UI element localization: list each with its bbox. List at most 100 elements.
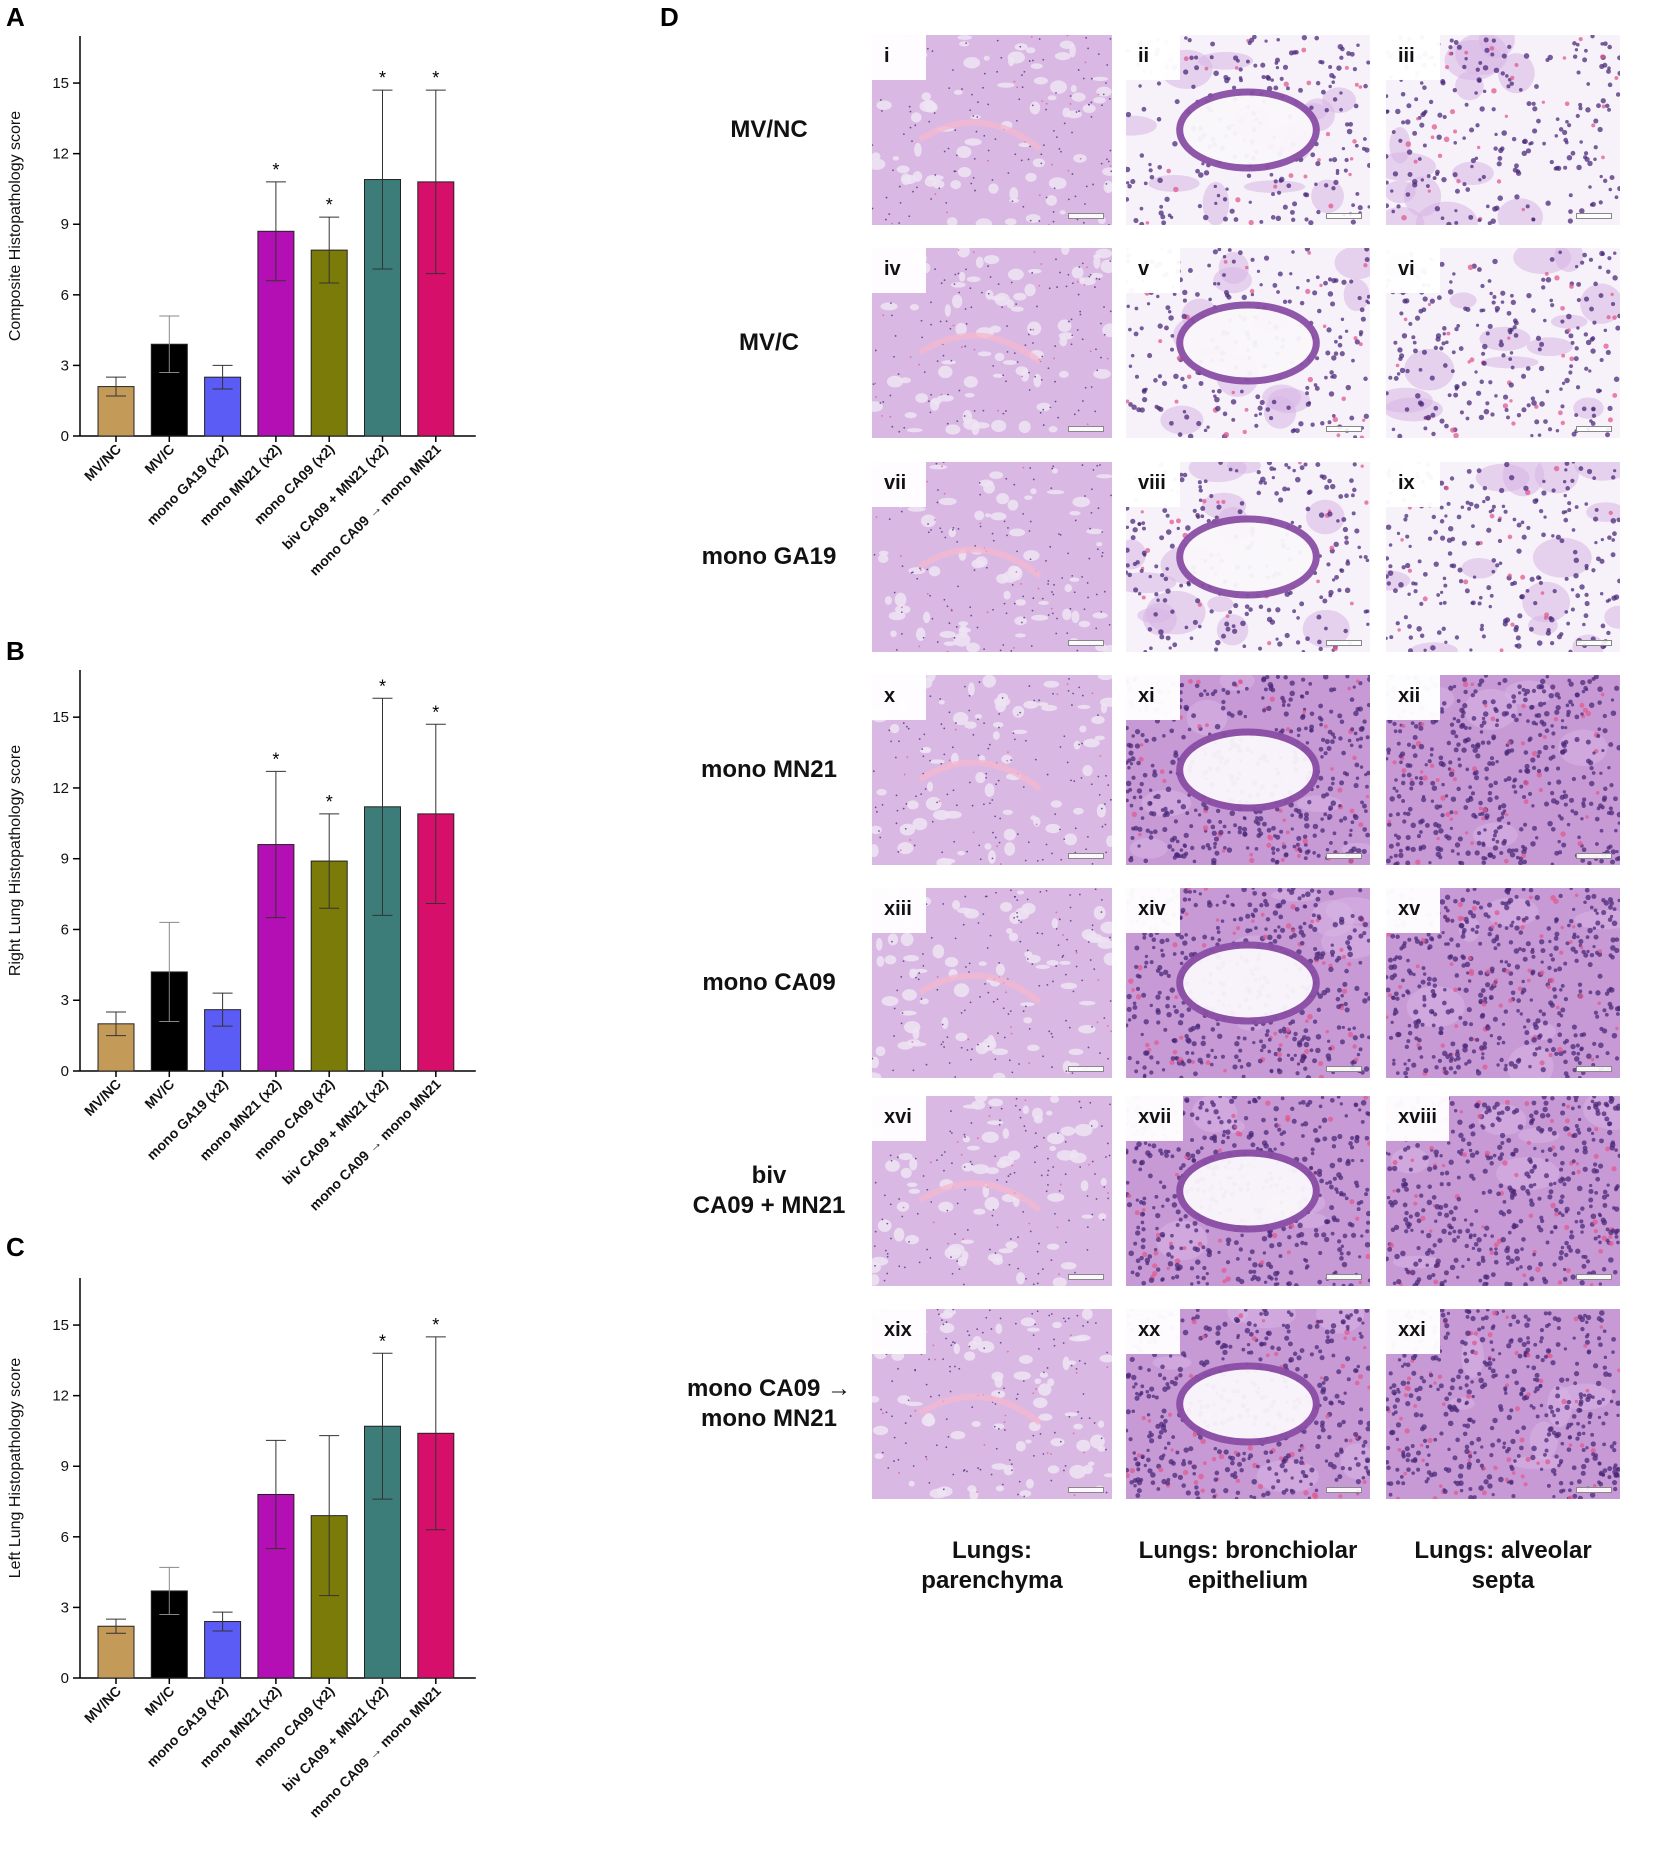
row-label: mono GA19	[676, 542, 862, 572]
tile-roman-label: xiv	[1126, 888, 1180, 933]
scale-bar	[1576, 1487, 1612, 1493]
tile-roman-label: xiii	[872, 888, 926, 933]
row-label: mono CA09 → mono MN21	[676, 1374, 862, 1434]
tissue-texture	[1386, 1309, 1620, 1499]
row-label-line: MV/C	[739, 329, 799, 356]
tissue-texture	[872, 1309, 1112, 1499]
tile-roman-label: ix	[1386, 462, 1440, 507]
tile-roman-label: xx	[1126, 1309, 1180, 1354]
tile-roman-label: iv	[872, 248, 926, 293]
tissue-texture	[1386, 248, 1620, 438]
y-tick-label: 9	[61, 851, 69, 868]
significance-star: *	[326, 792, 333, 812]
micrograph-tile: iii	[1386, 35, 1620, 225]
micrograph-tile: ii	[1126, 35, 1370, 225]
scale-bar	[1326, 853, 1362, 859]
scale-bar	[1068, 853, 1104, 859]
chart-a: 0 3 6 9 12 15 Composite Histopathology score MV…	[7, 36, 476, 579]
tissue-texture	[1386, 888, 1620, 1078]
bar-charts: 0 3 6 9 12 15 Composite Histopathology score MV…	[7, 36, 476, 1821]
scale-bar	[1326, 640, 1362, 646]
scale-bar	[1576, 426, 1612, 432]
panel-letter-d: D	[660, 2, 679, 32]
scale-bar	[1326, 1274, 1362, 1280]
scale-bar	[1326, 213, 1362, 219]
micrograph-tile: vii	[872, 462, 1112, 652]
micrograph-tile: xviii	[1386, 1096, 1620, 1286]
micrograph-tile: xx	[1126, 1309, 1370, 1499]
significance-star: *	[326, 195, 333, 215]
y-tick-label: 0	[61, 428, 69, 445]
y-tick-label: 0	[61, 1670, 69, 1687]
panel-letter-a: A	[6, 2, 25, 32]
micrograph-tile: xvii	[1126, 1096, 1370, 1286]
row-label-line: MV/NC	[730, 116, 808, 143]
column-label-line: parenchyma	[921, 1567, 1063, 1594]
y-tick-label: 15	[52, 75, 69, 92]
scale-bar	[1326, 426, 1362, 432]
panel-letter-c: C	[6, 1232, 25, 1262]
y-tick-label: 15	[52, 1317, 69, 1334]
tile-roman-label: xix	[872, 1309, 926, 1354]
x-tick-label: MV/C	[141, 1076, 177, 1112]
micrograph-tile: xi	[1126, 675, 1370, 865]
row-label-line: mono CA09 →	[686, 1375, 851, 1402]
y-axis-label: Right Lung Histopathology score	[7, 745, 24, 976]
micrograph-tile: v	[1126, 248, 1370, 438]
y-tick-label: 15	[52, 709, 69, 726]
micrograph-tile: xiii	[872, 888, 1112, 1078]
y-tick-label: 0	[61, 1063, 69, 1080]
scale-bar	[1576, 1274, 1612, 1280]
micrograph-tile: i	[872, 35, 1112, 225]
tissue-texture	[872, 35, 1112, 225]
row-label-line: mono CA09	[702, 969, 836, 996]
column-label: Lungs: parenchyma	[872, 1536, 1112, 1596]
tile-roman-label: xxi	[1386, 1309, 1440, 1354]
tile-roman-label: ii	[1126, 35, 1180, 80]
row-label: biv CA09 + MN21	[676, 1161, 862, 1221]
scale-bar	[1576, 640, 1612, 646]
micrograph-tile: xii	[1386, 675, 1620, 865]
x-tick-label: MV/C	[141, 441, 177, 477]
tile-roman-label: xvii	[1126, 1096, 1184, 1141]
tissue-texture	[1126, 675, 1370, 865]
tile-roman-label: xv	[1386, 888, 1440, 933]
row-label-line: CA09 + MN21	[692, 1192, 846, 1219]
y-tick-label: 9	[61, 1458, 69, 1475]
scale-bar	[1068, 1066, 1104, 1072]
significance-star: *	[379, 1331, 386, 1351]
y-axis-label: Left Lung Histopathology score	[7, 1358, 24, 1579]
scale-bar	[1326, 1487, 1362, 1493]
y-tick-label: 12	[52, 146, 69, 163]
tile-roman-label: vi	[1386, 248, 1440, 293]
tile-roman-label: x	[872, 675, 926, 720]
row-label-line: mono MN21	[700, 1405, 837, 1432]
significance-star: *	[379, 676, 386, 696]
y-tick-label: 12	[52, 780, 69, 797]
column-label-line: Lungs:	[952, 1537, 1032, 1564]
tile-roman-label: xvi	[872, 1096, 926, 1141]
scale-bar	[1576, 1066, 1612, 1072]
tile-roman-label: vii	[872, 462, 926, 507]
tile-roman-label: xviii	[1386, 1096, 1449, 1141]
micrograph-tile: xv	[1386, 888, 1620, 1078]
chart-b: 0 3 6 9 12 15 Right Lung Histopathology score M…	[7, 670, 476, 1214]
x-tick-label: MV/C	[141, 1683, 177, 1719]
x-tick-label: biv CA09 + MN21 (x2)	[279, 1683, 391, 1795]
significance-star: *	[432, 1315, 439, 1335]
micrograph-tile: ix	[1386, 462, 1620, 652]
column-label-line: Lungs: bronchiolar	[1138, 1537, 1358, 1564]
y-tick-label: 3	[61, 357, 69, 374]
tissue-texture	[1386, 35, 1620, 225]
significance-star: *	[272, 160, 279, 180]
micrograph-tile: viii	[1126, 462, 1370, 652]
tissue-texture	[1386, 675, 1620, 865]
x-tick-label: MV/NC	[81, 1076, 124, 1119]
column-label-line: Lungs: alveolar	[1414, 1537, 1592, 1564]
column-label: Lungs: alveolar septa	[1383, 1536, 1623, 1596]
row-label: MV/NC	[676, 115, 862, 145]
row-label-line: mono MN21	[700, 756, 837, 783]
y-tick-label: 12	[52, 1388, 69, 1405]
tile-roman-label: xii	[1386, 675, 1440, 720]
tissue-texture	[1126, 888, 1370, 1078]
